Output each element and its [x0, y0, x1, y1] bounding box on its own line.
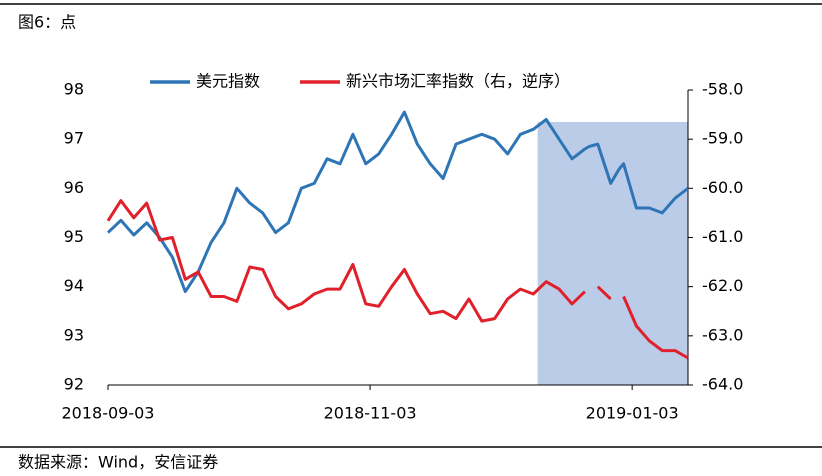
y-tick-label: 95: [64, 227, 84, 246]
y2-tick-label: -63.0: [702, 325, 743, 344]
shaded-region: [537, 121, 688, 385]
y2-tick-label: -58.0: [702, 80, 743, 99]
y2-tick-label: -64.0: [702, 375, 743, 394]
y-tick-label: 97: [64, 129, 84, 148]
x-tick-label: 2018-09-03: [62, 404, 155, 423]
chart-title: 图6：点: [18, 13, 76, 32]
y-tick-label: 94: [64, 276, 84, 295]
legend-label: 新兴市场汇率指数（右，逆序）: [346, 72, 570, 91]
x-tick-label: 2018-11-03: [324, 404, 417, 423]
series-line: [106, 199, 689, 360]
y2-tick-label: -61.0: [702, 227, 743, 246]
y-tick-label: 98: [64, 80, 84, 99]
legend-label: 美元指数: [196, 72, 260, 91]
source-note: 数据来源：Wind，安信证券: [18, 453, 218, 472]
y2-tick-label: -59.0: [702, 129, 743, 148]
y-tick-label: 96: [64, 178, 84, 197]
y2-tick-label: -62.0: [702, 276, 743, 295]
x-tick-label: 2019-01-03: [586, 404, 679, 423]
y-tick-label: 93: [64, 325, 84, 344]
series-line: [106, 110, 689, 294]
y2-tick-label: -60.0: [702, 178, 743, 197]
y-tick-label: 92: [64, 375, 84, 394]
